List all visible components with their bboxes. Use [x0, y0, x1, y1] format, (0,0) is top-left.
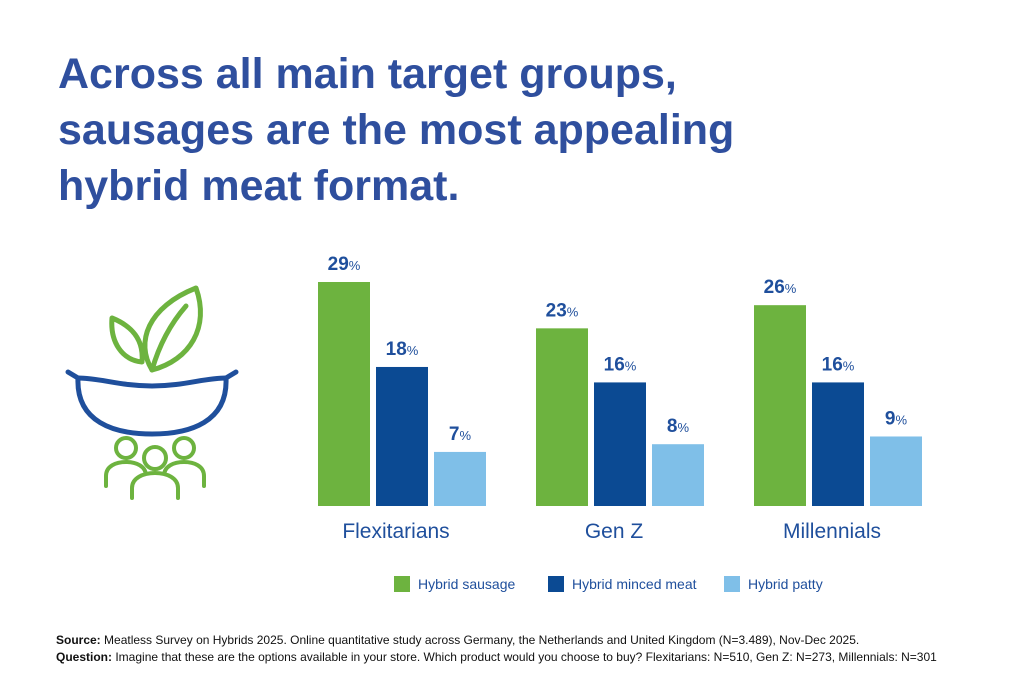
footer-notes: Source: Meatless Survey on Hybrids 2025.… [56, 632, 1016, 666]
title-line-2: sausages are the most appealing [58, 106, 735, 154]
big-leaf-icon [142, 285, 203, 373]
legend-swatch-hybrid-patty [724, 576, 740, 592]
source-note: Source: Meatless Survey on Hybrids 2025.… [56, 632, 1016, 649]
legend: Hybrid sausage Hybrid minced meat Hybrid p… [394, 576, 823, 592]
sausage-end-left-icon [65, 369, 81, 381]
question-label: Question: [56, 650, 112, 664]
page-title: Across all main target groups, sausages … [58, 46, 818, 214]
value-label-flexitarians-hybrid-minced-meat: 18% [386, 339, 419, 360]
bars-group [318, 282, 922, 506]
value-label-flexitarians-hybrid-patty: 7% [449, 424, 472, 445]
sausage-icon [75, 375, 229, 437]
category-label-millennials: Millennials [783, 520, 881, 543]
title-line-1: Across all main target groups, [58, 50, 677, 98]
title-line-3: hybrid meat format. [58, 162, 460, 210]
value-label-millennials-hybrid-minced-meat: 16% [822, 354, 855, 375]
category-label-flexitarians: Flexitarians [342, 520, 449, 543]
category-labels-group: Flexitarians Gen Z Millennials [342, 520, 881, 543]
legend-label-hybrid-minced-meat: Hybrid minced meat [572, 576, 697, 592]
value-label-flexitarians-hybrid-sausage: 29% [328, 254, 361, 275]
people-group-icon [104, 436, 206, 500]
legend-label-hybrid-patty: Hybrid patty [748, 576, 823, 592]
bar-flexitarians-hybrid-sausage [318, 282, 370, 506]
bar-millennials-hybrid-minced-meat [812, 382, 864, 506]
value-labels-group: 29% 18% 7% 23% 16% 8% 26% 16% 9% [328, 254, 908, 445]
legend-label-hybrid-sausage: Hybrid sausage [418, 576, 515, 592]
legend-swatch-hybrid-minced-meat [548, 576, 564, 592]
bar-millennials-hybrid-patty [870, 436, 922, 506]
value-label-millennials-hybrid-sausage: 26% [764, 277, 797, 298]
bar-flexitarians-hybrid-patty [434, 451, 486, 506]
sausage-end-right-icon [223, 369, 239, 381]
source-label: Source: [56, 633, 101, 647]
value-label-gen-z-hybrid-minced-meat: 16% [604, 354, 637, 375]
bar-gen-z-hybrid-sausage [536, 328, 588, 506]
value-label-gen-z-hybrid-patty: 8% [667, 416, 690, 437]
source-text: Meatless Survey on Hybrids 2025. Online … [104, 633, 860, 647]
category-label-gen-z: Gen Z [585, 520, 644, 543]
legend-swatch-hybrid-sausage [394, 576, 410, 592]
leaf-stem-icon [149, 303, 189, 373]
value-label-gen-z-hybrid-sausage: 23% [546, 300, 579, 321]
bar-flexitarians-hybrid-minced-meat [376, 366, 428, 506]
question-note: Question: Imagine that these are the opt… [56, 649, 1016, 666]
value-label-millennials-hybrid-patty: 9% [885, 408, 908, 429]
bar-millennials-hybrid-sausage [754, 305, 806, 506]
question-text: Imagine that these are the options avail… [115, 650, 937, 664]
small-leaf-icon [109, 315, 145, 365]
sausage-with-leaf-and-people-icon [65, 285, 239, 500]
bar-gen-z-hybrid-patty [652, 444, 704, 506]
bar-gen-z-hybrid-minced-meat [594, 382, 646, 506]
bar-chart: 29% 18% 7% 23% 16% 8% 26% 16% 9% Flexitarians Gen… [318, 254, 922, 592]
